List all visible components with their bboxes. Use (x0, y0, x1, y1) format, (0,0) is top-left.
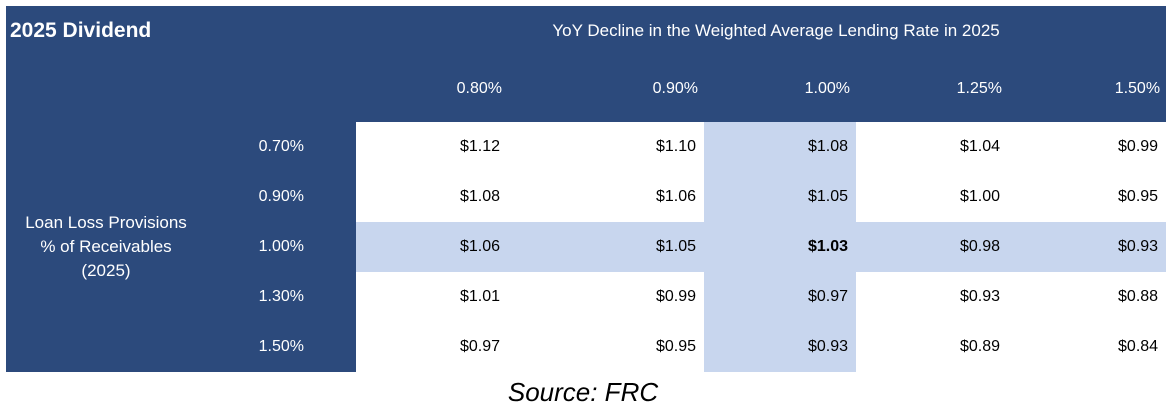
column-header: 0.80% (356, 56, 509, 122)
row-header: 1.00% (206, 222, 357, 272)
table-row: 1.50% $0.97 $0.95 $0.93 $0.89 $0.84 (6, 322, 1167, 372)
table-cell: $0.93 (856, 272, 1009, 322)
table-row-highlighted: 1.00% $1.06 $1.05 $1.03 $0.98 $0.93 (6, 222, 1167, 272)
table-cell: $1.10 (508, 122, 705, 172)
table-row: Loan Loss Provisions % of Receivables (2… (6, 122, 1167, 372)
table-cell: $0.97 (704, 272, 857, 322)
header-blank (6, 56, 206, 122)
table-cell: $0.95 (1008, 172, 1167, 222)
row-header: 0.90% (206, 172, 357, 222)
row-header: 0.70% (206, 122, 357, 172)
table-row: 0.90% $1.08 $1.06 $1.05 $1.00 $0.95 (6, 172, 1167, 222)
header-blank (206, 56, 357, 122)
table-cell: $1.08 (356, 172, 509, 222)
table-cell: $0.98 (856, 222, 1009, 272)
table-cell: $0.93 (1008, 222, 1167, 272)
table-cell: $0.95 (508, 322, 705, 372)
table-cell: $0.89 (856, 322, 1009, 372)
table-cell: $1.01 (356, 272, 509, 322)
row-header: 1.30% (206, 272, 357, 322)
row-axis-title-line: (2025) (81, 261, 131, 280)
table-title: 2025 Dividend (6, 6, 357, 56)
table-cell: $1.06 (508, 172, 705, 222)
table-cell: $0.97 (356, 322, 509, 372)
base-case-cell: $1.03 (704, 222, 857, 272)
table-row: 1.30% $1.01 $0.99 $0.97 $0.93 $0.88 (6, 272, 1167, 322)
column-header: 1.50% (1008, 56, 1167, 122)
source-caption: Source: FRC (507, 377, 659, 407)
table-cell: $0.99 (1008, 122, 1167, 172)
table-cell: $0.99 (508, 272, 705, 322)
table-cell: $0.93 (704, 322, 857, 372)
table-cell: $1.04 (856, 122, 1009, 172)
column-header: 0.90% (508, 56, 705, 122)
row-axis-title-line: % of Receivables (40, 237, 172, 256)
table-cell: $0.84 (1008, 322, 1167, 372)
column-header-row: 0.80% 0.90% 1.00% 1.25% 1.50% (6, 56, 1167, 122)
row-header: 1.50% (206, 322, 357, 372)
table-cell: $1.06 (356, 222, 509, 272)
column-header: 1.00% (704, 56, 857, 122)
table-cell: $1.08 (704, 122, 857, 172)
table-cell: $1.05 (508, 222, 705, 272)
table-cell: $0.88 (1008, 272, 1167, 322)
table-cell: $1.12 (356, 122, 509, 172)
column-header: 1.25% (856, 56, 1009, 122)
row-axis-title-line: Loan Loss Provisions (25, 213, 187, 232)
table-cell: $1.05 (704, 172, 857, 222)
dividend-sensitivity-table: 2025 Dividend YoY Decline in the Weighte… (6, 6, 1167, 372)
row-axis-title: Loan Loss Provisions % of Receivables (2… (6, 122, 206, 372)
column-axis-title: YoY Decline in the Weighted Average Lend… (356, 6, 1167, 56)
table-cell: $1.00 (856, 172, 1009, 222)
